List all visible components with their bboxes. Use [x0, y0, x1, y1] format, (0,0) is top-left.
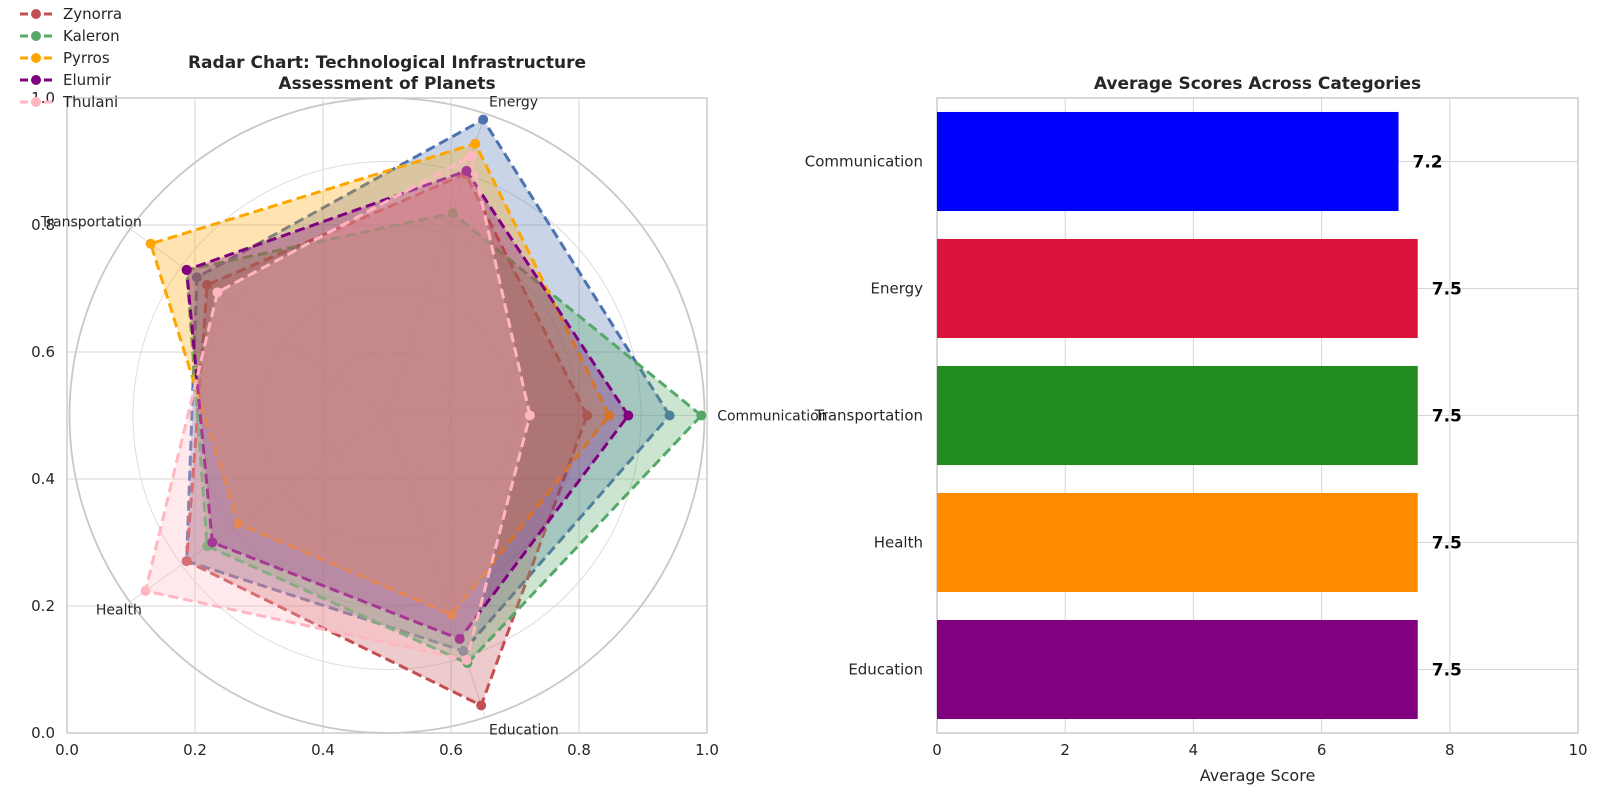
- frame-x-tick-label: 0.4: [311, 741, 335, 759]
- radar-point-series-3: [446, 609, 457, 620]
- bar-category-label: Health: [874, 534, 923, 552]
- bar-value-label: 7.5: [1432, 407, 1462, 427]
- bar-x-tick-label: 8: [1445, 741, 1455, 759]
- radar-line-series-5: [144, 154, 532, 662]
- radar-point-series-3: [470, 138, 481, 149]
- radar-point-series-0: [478, 114, 489, 125]
- bar: [937, 238, 1418, 339]
- radar-area-series-5: [145, 155, 530, 661]
- radar-point-series-2: [696, 410, 707, 421]
- radar-point-series-1: [476, 700, 487, 711]
- radar-point-series-3: [145, 238, 156, 249]
- legend-label: Zynorra: [63, 5, 122, 23]
- radar-point-series-4: [454, 633, 465, 644]
- radar-category-label: Energy: [489, 94, 538, 110]
- radar-point-series-3: [233, 518, 244, 529]
- radar-point-series-1: [202, 279, 213, 290]
- frame-x-tick-label: 0.6: [439, 741, 463, 759]
- radar-point-series-2: [447, 208, 458, 219]
- bar-category-label: Education: [848, 661, 923, 679]
- radar-point-series-4: [623, 410, 634, 421]
- radar-line-series-1: [185, 172, 589, 707]
- bar-value-label: 7.5: [1432, 661, 1462, 681]
- legend-marker: [31, 31, 41, 41]
- bar-value-label: 7.5: [1432, 534, 1462, 554]
- radar-point-series-5: [140, 585, 151, 596]
- bar-title: Average Scores Across Categories: [1094, 74, 1421, 94]
- radar-area-series-4: [186, 170, 629, 639]
- radar-point-series-4: [181, 264, 192, 275]
- radar-category-label: Education: [489, 723, 559, 739]
- bar-x-tick-label: 4: [1189, 741, 1199, 759]
- legend-label: Thulani: [62, 93, 118, 111]
- bar: [937, 619, 1418, 720]
- frame-x-tick-label: 0.2: [183, 741, 207, 759]
- radar-spoke: [129, 415, 388, 603]
- frame-y-tick-label: 0.4: [31, 470, 55, 488]
- legend-marker: [31, 97, 41, 107]
- bar: [937, 365, 1418, 466]
- bar-x-tick-label: 6: [1317, 741, 1327, 759]
- radar-point-series-4: [207, 537, 218, 548]
- radar-point-series-5: [461, 655, 472, 666]
- radar-line-series-0: [185, 118, 672, 653]
- radar-title: Assessment of Planets: [278, 74, 495, 94]
- legend-label: Kaleron: [63, 27, 120, 45]
- bar-category-label: Energy: [870, 280, 923, 298]
- bar-value-label: 7.5: [1432, 280, 1462, 300]
- legend-marker: [31, 75, 41, 85]
- radar-point-series-0: [664, 410, 675, 421]
- bar-value-label: 7.2: [1413, 153, 1443, 173]
- legend-marker: [31, 9, 41, 19]
- bar-category-label: Communication: [805, 153, 923, 171]
- bar: [937, 492, 1418, 593]
- radar-point-series-1: [582, 410, 593, 421]
- radar-point-series-5: [212, 287, 223, 298]
- bar-x-tick-label: 10: [1568, 741, 1587, 759]
- radar-category-label: Health: [96, 603, 142, 619]
- radar-point-series-3: [604, 410, 615, 421]
- legend: Zynorra Kaleron Pyrros Elumir Thulani: [20, 5, 122, 111]
- bar-x-tick-label: 0: [932, 741, 942, 759]
- radar-spoke: [386, 113, 486, 416]
- radar-category-label: Transportation: [40, 214, 142, 230]
- bar-x-tick-label: 2: [1060, 741, 1070, 759]
- frame-x-tick-label: 0.0: [55, 741, 79, 759]
- legend-marker: [31, 53, 41, 63]
- radar-point-series-0: [191, 272, 202, 283]
- frame-x-tick-label: 1.0: [695, 741, 719, 759]
- frame-y-tick-label: 0.6: [31, 343, 55, 361]
- bar-chart: 0 2 4 6 8 10 7.2 Communication 7.5 Energy 7.5 Trans…: [805, 74, 1588, 785]
- radar-point-series-0: [458, 646, 469, 657]
- bar: [937, 111, 1399, 212]
- radar-point-series-5: [466, 150, 477, 161]
- radar-category-label: Communication: [717, 409, 827, 425]
- frame-y-tick-label: 0.8: [31, 216, 55, 234]
- radar-point-series-4: [461, 165, 472, 176]
- bar-category-label: Transportation: [814, 407, 923, 425]
- legend-label: Pyrros: [63, 49, 110, 67]
- radar-point-series-1: [181, 556, 192, 567]
- frame-x-tick-label: 0.8: [567, 741, 591, 759]
- frame-y-tick-label: 0.0: [31, 724, 55, 742]
- radar-spoke: [129, 228, 388, 416]
- legend-label: Elumir: [63, 71, 112, 89]
- bar-x-axis-label: Average Score: [1200, 766, 1316, 785]
- radar-point-series-5: [524, 410, 535, 421]
- frame-y-tick-label: 0.2: [31, 597, 55, 615]
- radar-line-series-4: [185, 169, 630, 641]
- radar-chart: 0.0 0.2 0.4 0.6 0.8 1.00.00.20.40.60.81.0Comm…: [31, 53, 827, 759]
- radar-title: Radar Chart: Technological Infrastructur…: [188, 53, 586, 73]
